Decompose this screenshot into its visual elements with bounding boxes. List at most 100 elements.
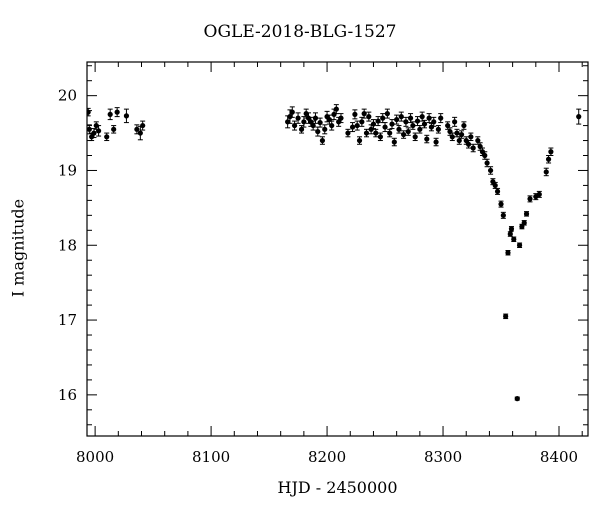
data-point bbox=[319, 136, 326, 145]
data-point bbox=[424, 134, 430, 144]
data-point bbox=[363, 128, 370, 138]
point-marker bbox=[315, 128, 321, 135]
point-marker bbox=[303, 111, 309, 117]
data-point bbox=[373, 128, 379, 138]
data-point bbox=[461, 121, 467, 130]
data-point bbox=[377, 132, 384, 142]
data-point bbox=[514, 396, 520, 402]
data-point bbox=[111, 125, 117, 134]
point-marker bbox=[426, 115, 432, 121]
data-point bbox=[447, 127, 453, 136]
x-tick-label: 8300 bbox=[424, 448, 462, 466]
x-tick-label: 8100 bbox=[192, 448, 230, 466]
point-marker bbox=[361, 111, 367, 117]
point-marker bbox=[107, 111, 113, 117]
data-point bbox=[468, 132, 474, 142]
data-point bbox=[114, 107, 120, 118]
x-tick-label: 8000 bbox=[76, 448, 114, 466]
point-marker bbox=[322, 126, 328, 132]
point-marker bbox=[305, 115, 312, 121]
y-tick-label: 20 bbox=[58, 87, 77, 105]
point-marker bbox=[377, 134, 384, 140]
data-point bbox=[465, 140, 472, 149]
point-marker bbox=[319, 137, 326, 144]
x-tick-label: 8200 bbox=[308, 448, 346, 466]
y-tick-label: 17 bbox=[58, 311, 77, 329]
data-point bbox=[384, 108, 390, 119]
point-marker bbox=[95, 128, 102, 134]
point-marker bbox=[576, 114, 582, 120]
point-marker bbox=[380, 115, 386, 121]
data-point bbox=[438, 113, 444, 124]
data-point bbox=[329, 120, 335, 131]
point-marker bbox=[87, 109, 91, 115]
point-marker bbox=[545, 156, 552, 162]
point-marker bbox=[456, 137, 462, 144]
data-point bbox=[454, 128, 460, 138]
data-point bbox=[87, 107, 91, 117]
point-marker bbox=[475, 137, 481, 144]
point-marker bbox=[487, 167, 494, 174]
point-marker bbox=[394, 116, 400, 123]
data-point bbox=[104, 132, 110, 142]
point-marker bbox=[503, 313, 509, 319]
point-marker bbox=[507, 231, 513, 237]
data-point bbox=[338, 113, 344, 124]
axis-ticks bbox=[87, 62, 588, 436]
point-marker bbox=[508, 226, 515, 232]
data-point bbox=[511, 236, 517, 243]
point-marker bbox=[398, 114, 404, 120]
data-point bbox=[382, 122, 388, 133]
point-marker bbox=[449, 134, 455, 140]
data-point bbox=[398, 111, 404, 122]
data-point bbox=[503, 313, 509, 320]
point-marker bbox=[317, 119, 323, 126]
data-point bbox=[527, 195, 533, 203]
point-marker bbox=[389, 121, 395, 127]
data-point bbox=[421, 119, 428, 129]
data-point bbox=[389, 119, 395, 130]
point-marker bbox=[410, 122, 416, 129]
data-point bbox=[545, 155, 552, 164]
data-point bbox=[298, 125, 305, 134]
point-marker bbox=[104, 134, 110, 140]
data-point bbox=[523, 211, 530, 217]
y-tick-label: 16 bbox=[58, 386, 77, 404]
data-point bbox=[505, 249, 511, 256]
point-marker bbox=[465, 141, 472, 147]
point-marker bbox=[490, 179, 496, 185]
data-point bbox=[289, 106, 295, 118]
point-marker bbox=[366, 114, 372, 120]
point-marker bbox=[329, 122, 335, 129]
data-point bbox=[89, 132, 95, 142]
point-marker bbox=[140, 122, 146, 129]
point-marker bbox=[295, 115, 301, 121]
data-point bbox=[576, 108, 582, 125]
data-point bbox=[396, 125, 402, 134]
point-marker bbox=[500, 212, 506, 218]
point-marker bbox=[375, 118, 381, 124]
data-point bbox=[359, 116, 365, 127]
data-point bbox=[123, 108, 130, 124]
point-marker bbox=[407, 115, 414, 121]
point-marker bbox=[454, 130, 460, 136]
data-points-group bbox=[87, 104, 582, 402]
data-point bbox=[403, 116, 409, 127]
data-point bbox=[370, 119, 377, 130]
data-point bbox=[407, 113, 414, 124]
data-point bbox=[494, 187, 501, 195]
data-point bbox=[401, 130, 407, 139]
data-point bbox=[419, 111, 425, 122]
point-marker bbox=[452, 119, 458, 125]
data-point bbox=[507, 231, 513, 237]
data-point bbox=[548, 147, 554, 156]
point-marker bbox=[331, 111, 337, 117]
point-marker bbox=[298, 126, 305, 132]
chart-title: OGLE-2018-BLG-1527 bbox=[203, 22, 397, 42]
point-marker bbox=[414, 118, 421, 124]
point-marker bbox=[387, 130, 393, 136]
point-marker bbox=[484, 160, 490, 166]
point-marker bbox=[431, 119, 437, 125]
point-marker bbox=[405, 128, 411, 135]
point-marker bbox=[91, 130, 97, 136]
